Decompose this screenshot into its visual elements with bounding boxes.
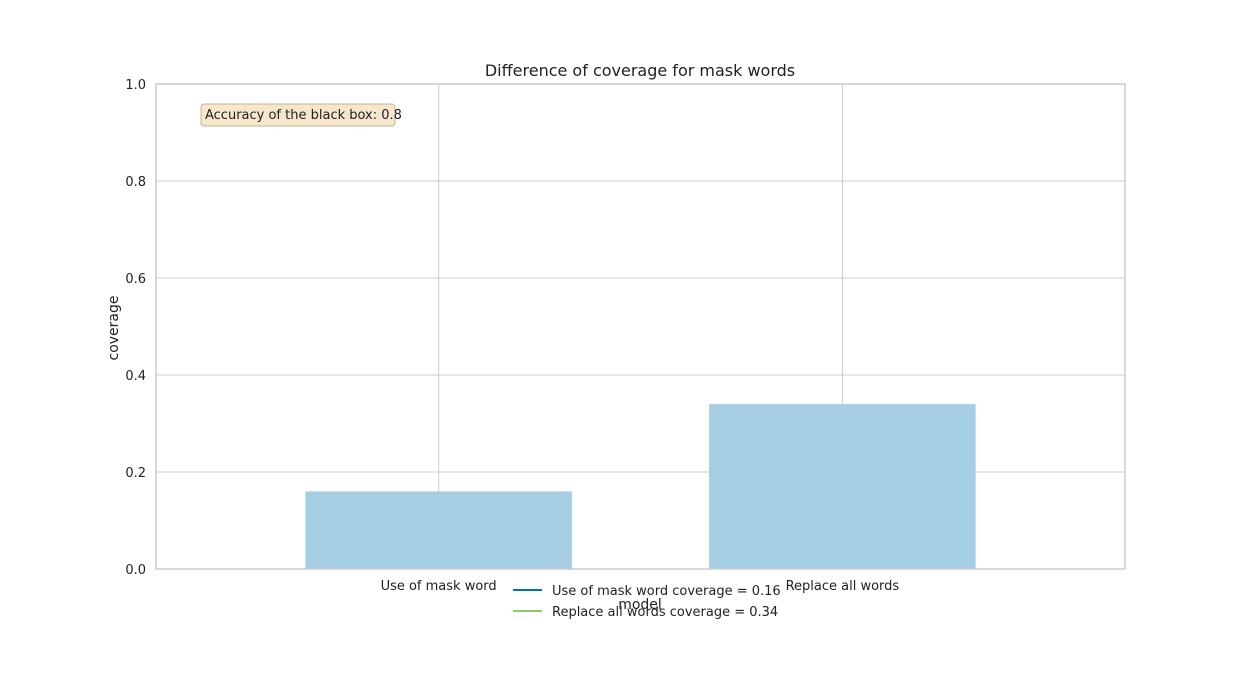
bar-0 xyxy=(305,491,572,569)
plot-frame xyxy=(155,83,1126,570)
y-tick-label-0: 0.0 xyxy=(125,563,146,578)
annotation-background xyxy=(200,103,396,127)
x-axis-label: model xyxy=(618,597,662,613)
legend: Use of mask word coverage = 0.16 Replace… xyxy=(513,584,781,620)
legend-label-1: Replace all words coverage = 0.34 xyxy=(552,605,778,620)
y-tick-label-3: 0.6 xyxy=(125,272,146,287)
x-tick-label-1: Replace all words xyxy=(786,579,900,594)
y-axis-label: coverage xyxy=(106,296,122,361)
y-ticks: 0.0 0.2 0.4 0.6 0.8 1.0 xyxy=(125,78,146,578)
annotation-box: Accuracy of the black box: 0.8 xyxy=(200,103,402,127)
legend-label-0: Use of mask word coverage = 0.16 xyxy=(552,584,781,599)
bar-1 xyxy=(709,404,976,569)
chart-title: Difference of coverage for mask words xyxy=(485,61,795,80)
y-tick-label-2: 0.4 xyxy=(125,369,146,384)
grid xyxy=(156,83,1125,570)
x-ticks: Use of mask word Replace all words xyxy=(381,579,900,594)
annotation-text: Accuracy of the black box: 0.8 xyxy=(205,108,402,123)
x-tick-label-0: Use of mask word xyxy=(381,579,497,594)
y-tick-label-1: 0.2 xyxy=(125,466,146,481)
bars xyxy=(305,404,976,569)
y-tick-label-5: 1.0 xyxy=(125,78,146,93)
y-tick-label-4: 0.8 xyxy=(125,175,146,190)
